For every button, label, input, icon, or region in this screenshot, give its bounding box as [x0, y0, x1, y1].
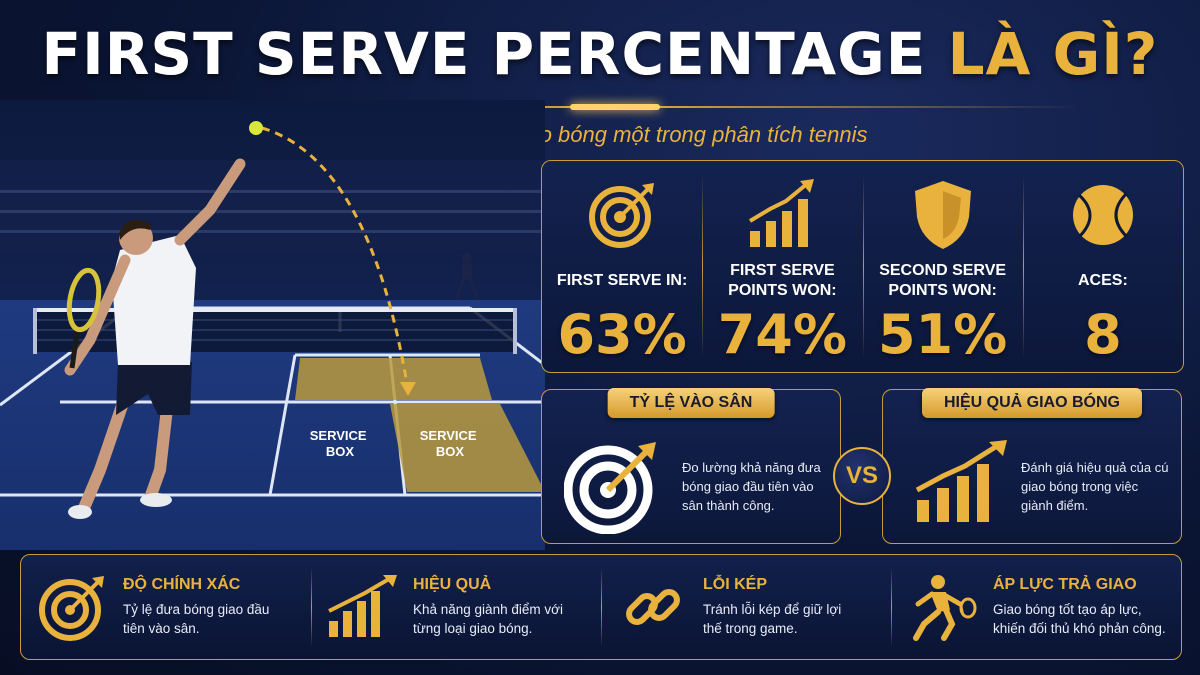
stat-label: FIRST SERVE POINTS WON:	[728, 262, 837, 299]
feature-desc: Tránh lỗi kép để giữ lợi thế trong game.	[703, 602, 842, 636]
service-box-right-line2: BOX	[436, 444, 465, 459]
service-box-far	[295, 358, 492, 400]
target-icon	[563, 438, 660, 539]
service-box-right-line1: SERVICE	[420, 428, 477, 443]
stat-value: 63%	[557, 303, 687, 366]
card-title: HIỆU QUẢ GIAO BÓNG	[921, 388, 1143, 418]
page-title: FIRST SERVE PERCENTAGE LÀ GÌ?	[0, 20, 1200, 88]
tennis-net	[33, 308, 517, 354]
title-divider	[150, 104, 1080, 110]
features-bar: ĐỘ CHÍNH XÁC Tỷ lệ đưa bóng giao đầu tiê…	[20, 554, 1182, 660]
growth-chart-icon	[325, 569, 401, 645]
stat-label: FIRST SERVE IN:	[556, 272, 688, 289]
service-box-left-line1: SERVICE	[310, 428, 367, 443]
stat-aces: ACES: 8	[1022, 161, 1183, 372]
feature-title: HIỆU QUẢ	[413, 576, 492, 593]
feature-desc: Tỷ lệ đưa bóng giao đầu tiên vào sân.	[123, 602, 270, 636]
card-title: TỶ LỆ VÀO SÂN	[607, 388, 775, 418]
feature-accuracy: ĐỘ CHÍNH XÁC Tỷ lệ đưa bóng giao đầu tiê…	[21, 555, 311, 659]
stat-first-serve-points-won: FIRST SERVE POINTS WON: 74%	[702, 161, 862, 372]
opponent-player	[454, 253, 480, 301]
bar-chart-icon	[746, 175, 818, 255]
racket-icon	[66, 267, 102, 369]
court-illustration: SERVICE BOX SERVICE BOX	[0, 100, 545, 550]
title-main: FIRST SERVE PERCENTAGE	[41, 20, 927, 88]
chain-link-icon	[615, 569, 691, 645]
card-text: Đánh giá hiệu quả của cú giao bóng trong…	[1021, 460, 1169, 513]
stat-second-serve-points-won: SECOND SERVE POINTS WON: 51%	[862, 161, 1023, 372]
feature-efficiency: HIỆU QUẢ Khả năng giành điểm với từng lo…	[311, 555, 601, 659]
title-highlight: LÀ GÌ?	[947, 20, 1159, 88]
service-box-label-left: SERVICE BOX	[310, 428, 370, 459]
vs-badge: VS	[833, 447, 891, 505]
tennis-ball-icon	[249, 121, 263, 135]
card-in-rate: TỶ LỆ VÀO SÂN Đo lường khả năng đưa bóng…	[541, 388, 841, 544]
feature-title: LỖI KÉP	[703, 576, 768, 593]
tennis-player-icon	[905, 569, 981, 645]
stat-label: SECOND SERVE POINTS WON:	[879, 262, 1007, 299]
target-icon	[586, 175, 658, 255]
stands	[0, 160, 545, 250]
tennis-ball-icon	[1069, 175, 1137, 255]
feature-desc: Giao bóng tốt tạo áp lực, khiến đối thủ …	[993, 602, 1166, 636]
stat-value: 74%	[717, 303, 847, 366]
card-text: Đo lường khả năng đưa bóng giao đầu tiên…	[682, 460, 821, 513]
shield-icon	[911, 175, 975, 255]
court-scene: SERVICE BOX SERVICE BOX	[0, 100, 545, 550]
server-player	[64, 158, 246, 519]
service-box-highlight	[390, 404, 545, 492]
stat-value: 8	[1084, 303, 1122, 366]
growth-chart-icon	[913, 440, 1009, 529]
card-serve-effectiveness: HIỆU QUẢ GIAO BÓNG Đánh giá hiệu quả của…	[882, 388, 1182, 544]
service-box-label-right: SERVICE BOX	[420, 428, 480, 459]
feature-return-pressure: ÁP LỰC TRẢ GIAO Giao bóng tốt tạo áp lực…	[891, 555, 1181, 659]
feature-title: ĐỘ CHÍNH XÁC	[123, 576, 241, 593]
stats-panel: FIRST SERVE IN: 63% FIRST SERVE POINTS W…	[541, 160, 1184, 373]
feature-desc: Khả năng giành điểm với từng loại giao b…	[413, 602, 563, 636]
stat-value: 51%	[877, 303, 1008, 366]
feature-title: ÁP LỰC TRẢ GIAO	[993, 576, 1137, 593]
stat-first-serve-in: FIRST SERVE IN: 63%	[542, 161, 702, 372]
target-icon	[35, 569, 111, 645]
ball-trajectory	[261, 126, 410, 391]
feature-double-fault: LỖI KÉP Tránh lỗi kép để giữ lợi thế tro…	[601, 555, 891, 659]
service-box-left-line2: BOX	[326, 444, 355, 459]
stat-label: ACES:	[1077, 272, 1128, 289]
